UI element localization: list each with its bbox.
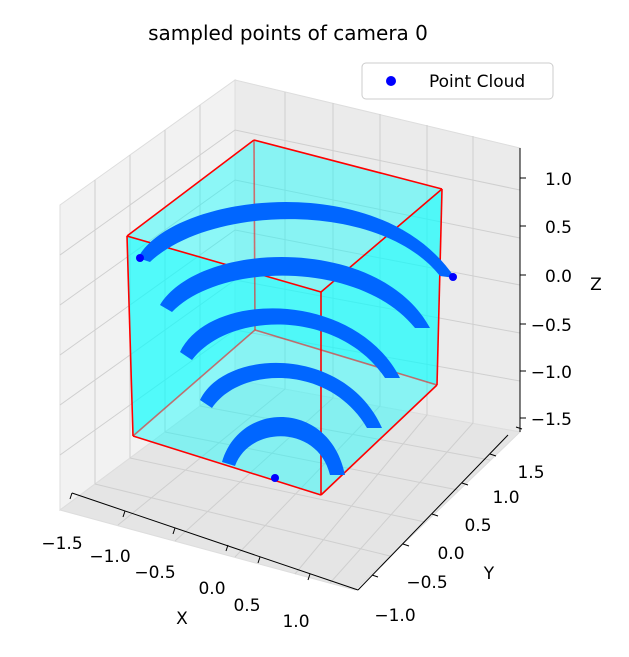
z-tick-label: −1.5 <box>531 410 572 430</box>
x-tick-label: 1.0 <box>282 612 309 632</box>
x-tick-label: −0.5 <box>134 563 175 583</box>
y-tick-label: 0.5 <box>464 516 491 536</box>
z-tick-label: 1.0 <box>545 170 572 190</box>
x-axis-label: X <box>176 609 188 629</box>
y-tick-label: 1.5 <box>517 463 544 483</box>
z-tick-label: −1.0 <box>531 363 572 383</box>
legend-box <box>361 62 554 100</box>
x-tick-label: −1.0 <box>89 547 130 567</box>
point-arc-2 <box>160 257 430 328</box>
axis-lines <box>71 148 521 591</box>
point-arc-4 <box>200 362 382 428</box>
x-tick-label: −1.5 <box>41 534 82 554</box>
point-arc-1 <box>138 201 455 278</box>
chart-title: sampled points of camera 0 <box>148 21 428 45</box>
x-axis-line <box>71 492 359 591</box>
box-face-right <box>321 189 442 495</box>
legend-marker <box>386 76 396 86</box>
y-tick-labels: −1.0 −0.5 0.0 0.5 1.0 1.5 <box>374 463 544 626</box>
z-tick-label: 0.5 <box>545 218 572 238</box>
y-tick-label: −1.0 <box>374 606 415 626</box>
y-axis-line <box>357 434 509 591</box>
legend-label: Point Cloud <box>429 72 525 92</box>
x-tick-labels: −1.5 −1.0 −0.5 0.0 0.5 1.0 <box>41 534 309 632</box>
y-axis-label: Y <box>483 564 495 584</box>
y-tick-label: 1.0 <box>492 488 519 508</box>
x-tick-label: 0.0 <box>198 579 225 599</box>
point-arc-5 <box>222 417 345 475</box>
z-tick-label: −0.5 <box>531 316 572 336</box>
z-tick-labels: 1.0 0.5 0.0 −0.5 −1.0 −1.5 <box>531 170 572 430</box>
point-cloud <box>136 201 457 482</box>
legend: Point Cloud <box>361 62 554 100</box>
x-tick-label: 0.5 <box>233 596 260 616</box>
z-axis-label: Z <box>590 275 602 295</box>
y-tick-label: 0.0 <box>437 544 464 564</box>
point-arc-3 <box>180 308 400 378</box>
y-tick-label: −0.5 <box>406 573 447 593</box>
z-tick-label: 0.0 <box>545 267 572 287</box>
tick-marks <box>69 177 526 581</box>
